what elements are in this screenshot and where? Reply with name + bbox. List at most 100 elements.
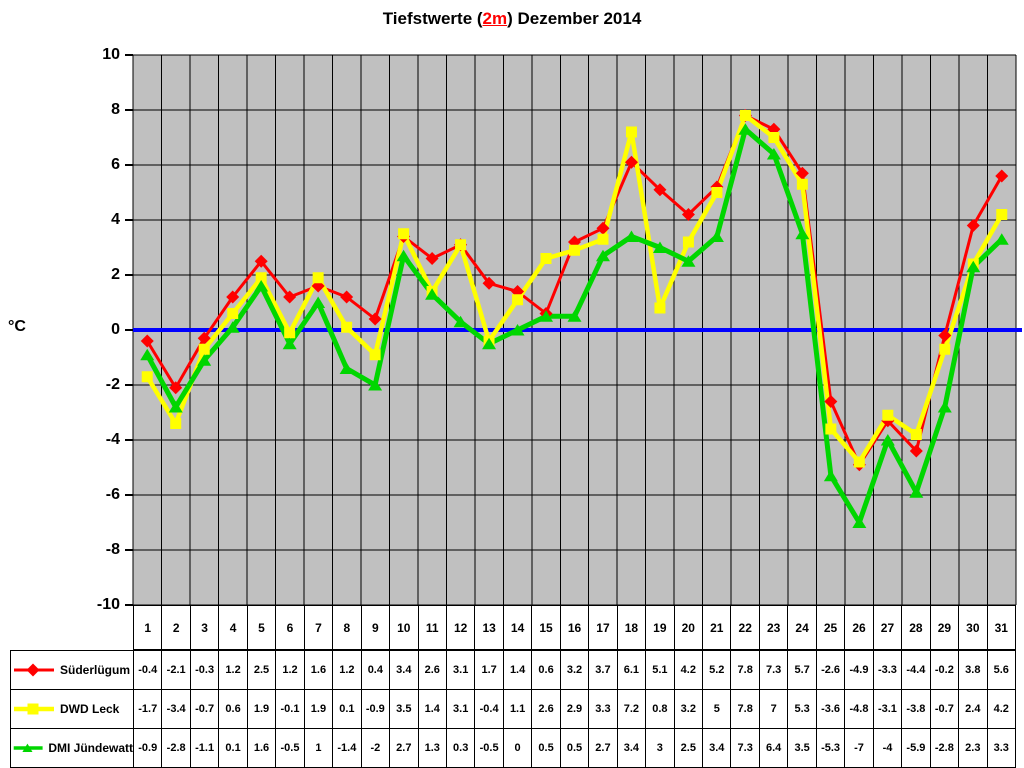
day-header-cell: 8 — [333, 605, 362, 650]
value-cell: 1.3 — [418, 729, 447, 768]
data-point-triangle-marker — [140, 348, 155, 361]
y-axis-tick-label: 8 — [111, 101, 120, 118]
y-axis-tick-label: -6 — [105, 486, 120, 503]
data-point-diamond-marker — [795, 166, 809, 180]
data-point-diamond-marker — [169, 381, 183, 395]
value-cell: 2.4 — [959, 690, 988, 729]
value-cell: 1.7 — [475, 651, 504, 690]
data-point-triangle-marker — [197, 354, 212, 366]
page-title: Tiefstwerte (2m) Dezember 2014 — [0, 9, 1024, 29]
day-header-cell: 11 — [418, 605, 447, 650]
value-cell: 3.2 — [560, 651, 590, 690]
value-cell: 4.2 — [987, 690, 1016, 729]
data-point-diamond-marker — [482, 276, 496, 290]
day-header-cell: 26 — [845, 605, 874, 650]
value-cell: -2.6 — [816, 651, 846, 690]
value-cell: 0.3 — [446, 729, 476, 768]
value-cell: 3.4 — [390, 651, 419, 690]
data-point-triangle-marker — [823, 469, 838, 482]
day-header-cell: 17 — [589, 605, 618, 650]
value-cell: -0.9 — [361, 690, 391, 729]
data-point-diamond-marker — [596, 221, 610, 235]
data-point-triangle-marker — [709, 230, 724, 242]
y-axis-tick-label: 10 — [102, 46, 120, 63]
data-point-square-marker — [625, 126, 637, 138]
value-cell: 2.5 — [674, 729, 704, 768]
value-cell: 1 — [304, 729, 334, 768]
value-cell: 5.7 — [788, 651, 817, 690]
value-cell: 3.5 — [390, 690, 419, 729]
legend-row-1: DWD Leck — [11, 690, 134, 729]
data-point-diamond-marker — [425, 252, 439, 265]
value-cell: 5.3 — [788, 690, 817, 729]
value-cell: -1.4 — [333, 729, 362, 768]
value-cell: 1.2 — [219, 651, 248, 690]
value-cell: 0.6 — [532, 651, 561, 690]
data-point-square-marker — [455, 239, 467, 251]
day-header-cell: 19 — [646, 605, 675, 650]
value-cell: 5.6 — [987, 651, 1016, 690]
value-cell: -4.9 — [845, 651, 874, 690]
data-point-triangle-marker — [738, 123, 753, 135]
data-point-square-marker — [312, 272, 324, 284]
day-header-cell: 9 — [361, 605, 391, 650]
data-point-square-marker — [739, 110, 751, 121]
day-header-cell: 22 — [731, 605, 760, 650]
data-point-square-marker — [682, 236, 694, 248]
value-cell: 6.1 — [617, 651, 647, 690]
data-point-square-marker — [996, 209, 1008, 220]
value-cell: -5.3 — [816, 729, 846, 768]
data-point-diamond-marker — [966, 219, 980, 232]
data-point-diamond-marker — [197, 331, 211, 345]
data-point-square-marker — [398, 228, 410, 240]
data-point-diamond-marker — [283, 290, 297, 304]
data-point-diamond-marker — [254, 254, 268, 268]
data-point-triangle-marker — [254, 280, 269, 292]
data-point-diamond-marker — [140, 334, 154, 348]
value-cell: 3.1 — [446, 651, 476, 690]
legend-square-icon — [14, 703, 54, 715]
value-cell: -0.5 — [475, 729, 504, 768]
value-cell: -0.7 — [930, 690, 960, 729]
data-point-triangle-marker — [567, 310, 582, 322]
value-cell: 0.4 — [361, 651, 391, 690]
data-point-triangle-marker — [282, 337, 297, 350]
legend-data-table: Süderlügum -0.4 -2.1 -0.3 1.2 2.5 1.2 1.6 1.2 0.4… — [10, 650, 1016, 768]
value-cell: 3 — [646, 729, 675, 768]
data-point-triangle-marker — [624, 230, 639, 242]
value-cell: 3.3 — [987, 729, 1016, 768]
day-header-cell: 7 — [304, 605, 334, 650]
value-cell: -0.1 — [276, 690, 305, 729]
x-axis-day-header-row: 1 2 3 4 5 6 7 8 9 10 11 12 13 14 15 16 17 18 19 20 21 22 23 24 2… — [133, 605, 1016, 650]
data-point-triangle-marker — [482, 337, 497, 350]
y-axis-tick-label: -8 — [105, 541, 120, 558]
day-header-cell: 3 — [190, 605, 220, 650]
y-axis-tick-label: 0 — [111, 321, 120, 338]
data-point-diamond-marker — [340, 290, 354, 304]
data-point-diamond-marker — [909, 444, 923, 458]
value-cell: -3.6 — [816, 690, 846, 729]
day-header-cell: 6 — [276, 605, 305, 650]
value-cell: 3.5 — [788, 729, 817, 768]
data-point-square-marker — [227, 308, 239, 319]
value-cell: 0.5 — [532, 729, 561, 768]
data-point-square-marker — [711, 187, 723, 198]
data-point-diamond-marker — [226, 290, 240, 304]
day-header-cell: 14 — [503, 605, 533, 650]
data-point-square-marker — [255, 272, 267, 284]
value-cell: 1.6 — [304, 651, 334, 690]
day-header-cell: 27 — [873, 605, 903, 650]
data-point-square-marker — [853, 456, 865, 468]
data-point-square-marker — [768, 132, 780, 143]
value-cell: 3.1 — [446, 690, 476, 729]
value-cell: 0.5 — [560, 729, 590, 768]
legend-marker — [27, 703, 39, 715]
data-point-square-marker — [540, 253, 552, 264]
data-point-triangle-marker — [681, 255, 696, 267]
data-point-triangle-marker — [396, 249, 411, 262]
value-cell: -0.9 — [134, 729, 163, 768]
value-cell: -4 — [873, 729, 903, 768]
data-point-triangle-marker — [168, 401, 183, 413]
data-point-square-marker — [569, 244, 580, 256]
legend-marker — [22, 743, 33, 752]
